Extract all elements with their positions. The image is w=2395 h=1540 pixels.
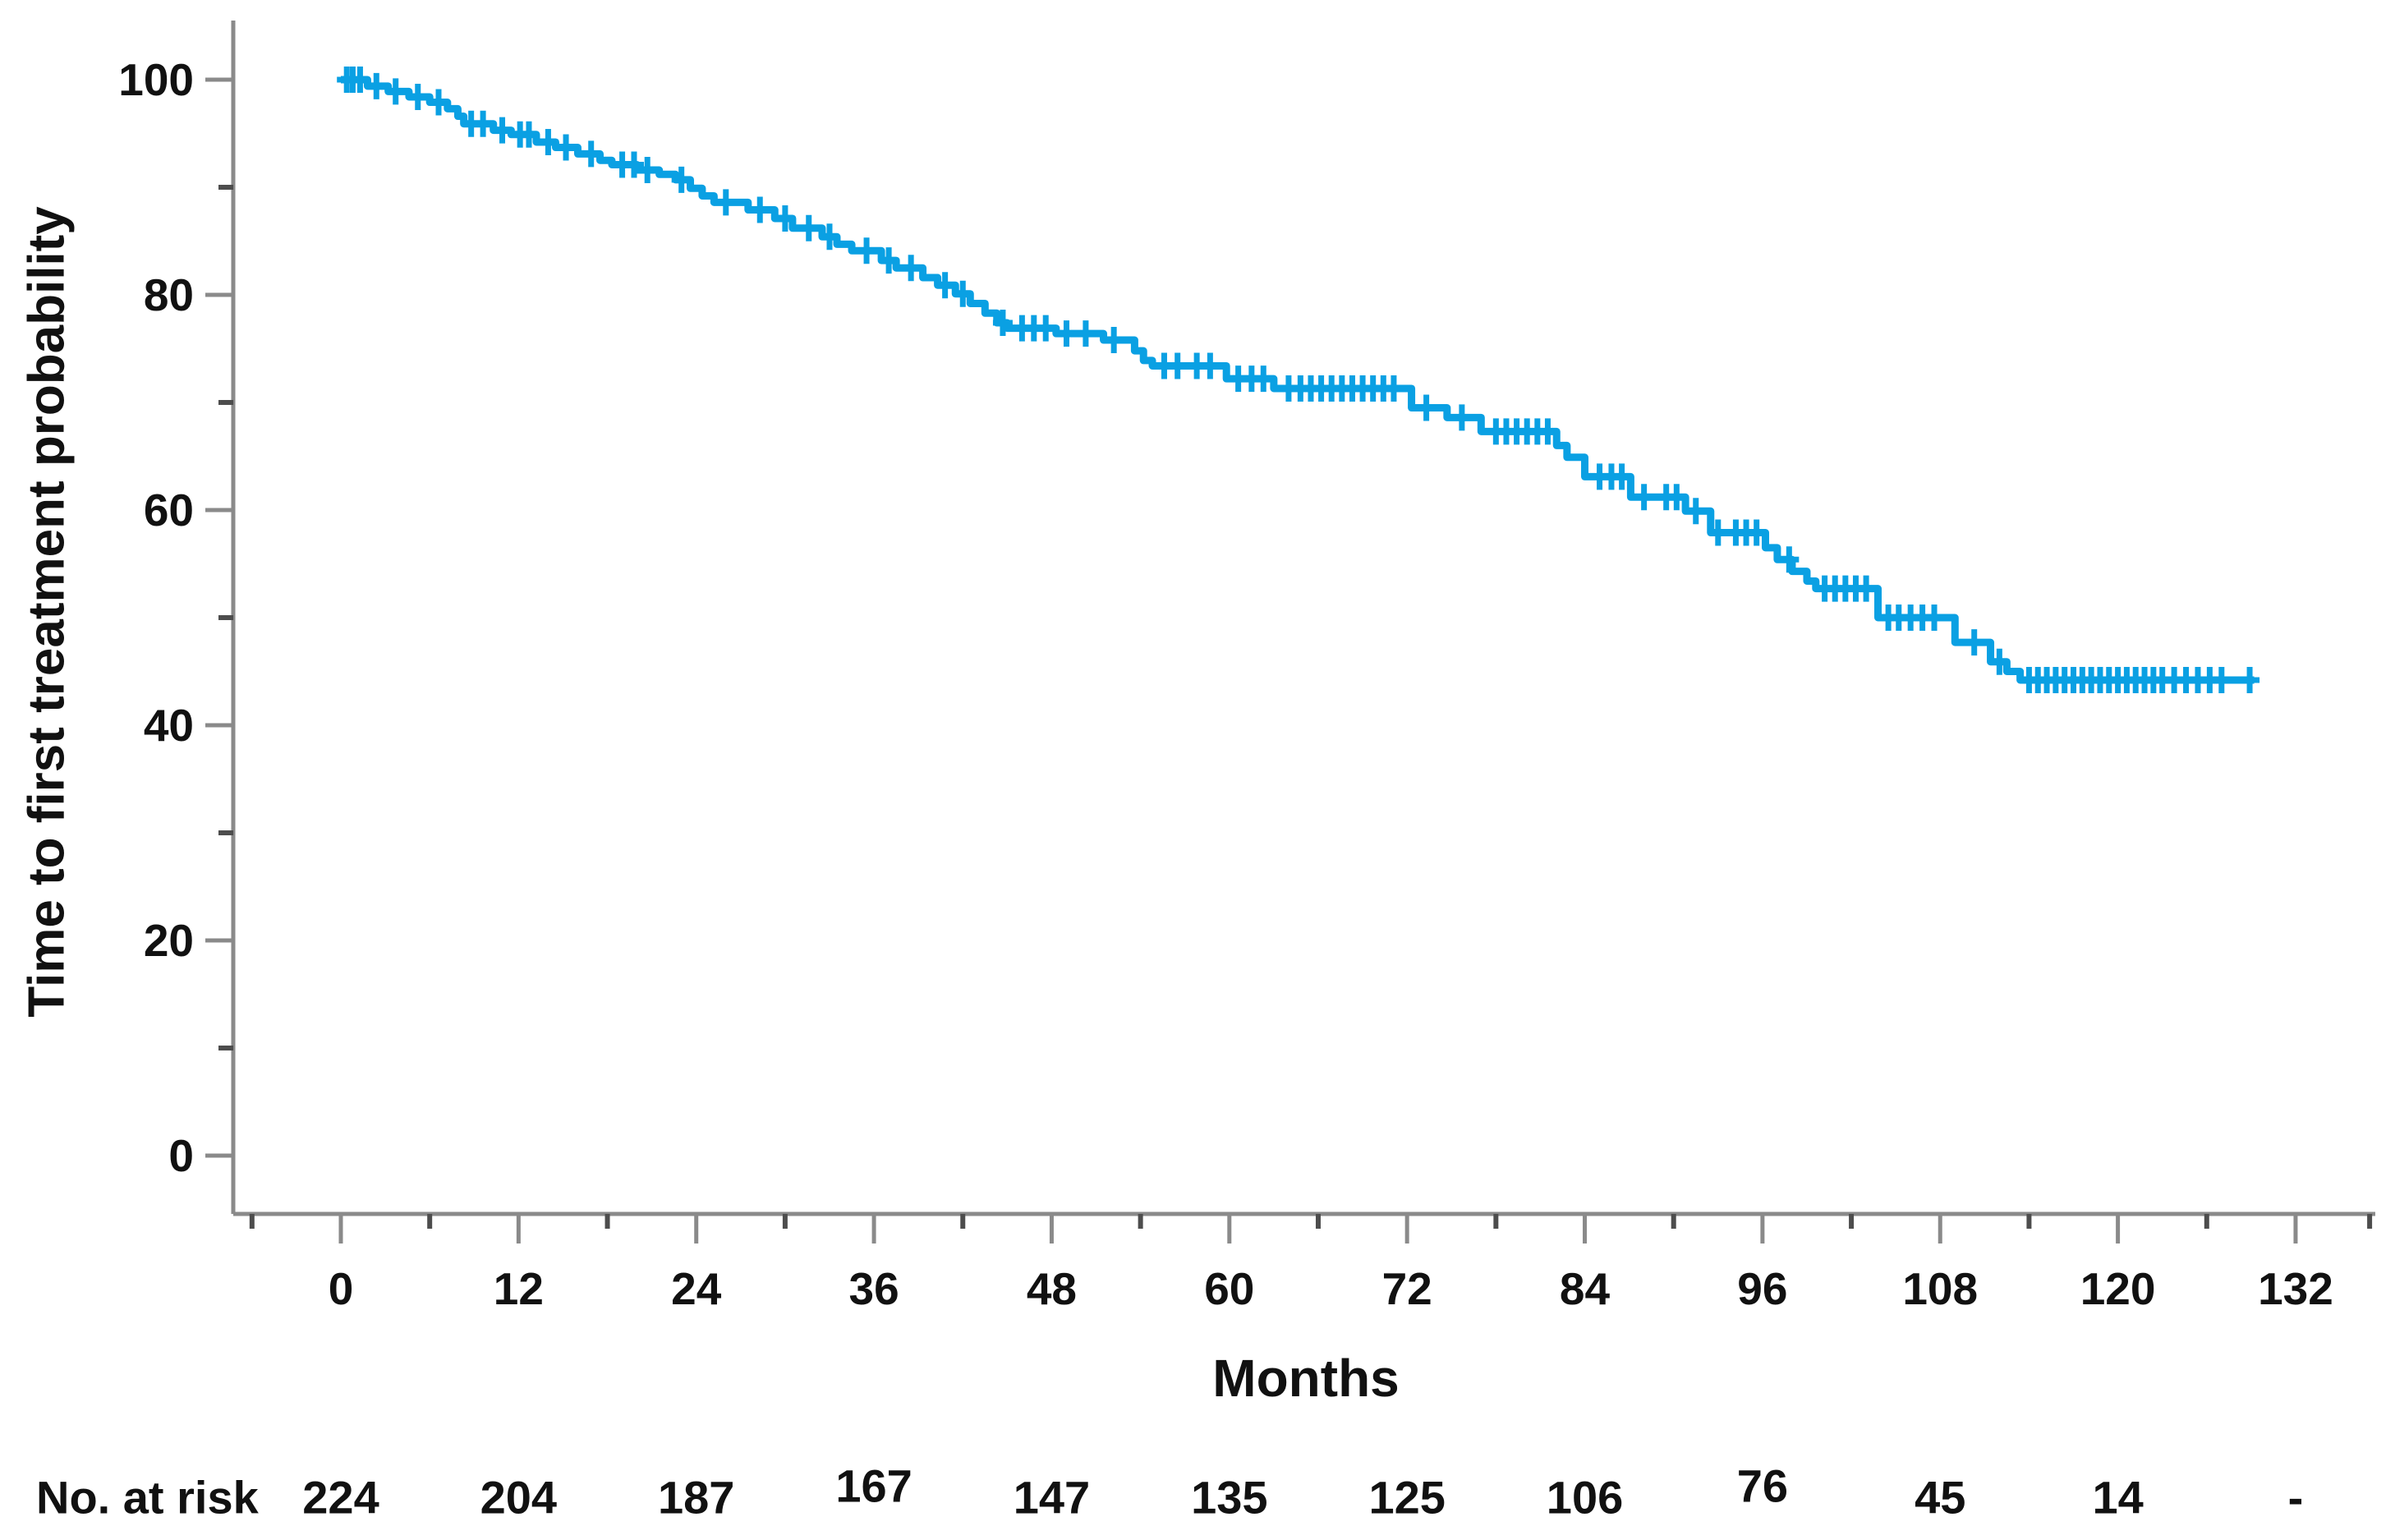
at-risk-value: 147 [1013, 1471, 1091, 1524]
y-tick-label: 100 [118, 54, 194, 105]
x-tick-label: 0 [329, 1263, 354, 1314]
at-risk-value: 45 [1915, 1471, 1966, 1524]
y-tick-label: 80 [144, 269, 194, 320]
at-risk-value: 224 [302, 1471, 379, 1524]
y-tick-label: 0 [168, 1130, 194, 1181]
x-tick-label: 132 [2258, 1263, 2333, 1314]
at-risk-value: 204 [480, 1471, 558, 1524]
at-risk-value: 14 [2092, 1471, 2144, 1524]
at-risk-value: 187 [658, 1471, 735, 1524]
at-risk-value: 125 [1368, 1471, 1446, 1524]
at-risk-value: 167 [835, 1460, 912, 1512]
x-tick-label: 72 [1382, 1263, 1432, 1314]
x-tick-label: 96 [1737, 1263, 1787, 1314]
at-risk-value: 76 [1736, 1460, 1789, 1512]
y-axis-title: Time to first treatment probability [18, 206, 76, 1018]
x-tick-label: 108 [1902, 1263, 1978, 1314]
x-axis-title: Months [1212, 1349, 1400, 1408]
x-tick-label: 24 [671, 1263, 722, 1314]
x-tick-label: 60 [1204, 1263, 1254, 1314]
x-tick-label: 84 [1560, 1263, 1611, 1314]
at-risk-value: - [2287, 1471, 2304, 1524]
y-tick-label: 60 [144, 485, 194, 536]
y-tick-label: 40 [144, 700, 194, 751]
x-tick-label: 120 [2080, 1263, 2156, 1314]
at-risk-label: No. at risk [36, 1471, 259, 1524]
at-risk-value: 135 [1191, 1471, 1268, 1524]
at-risk-value: 106 [1546, 1471, 1624, 1524]
km-curve [341, 76, 2255, 684]
x-tick-label: 48 [1027, 1263, 1077, 1314]
censor-marks [337, 67, 2260, 693]
y-tick-label: 20 [144, 915, 194, 966]
x-tick-label: 12 [494, 1263, 544, 1314]
x-tick-label: 36 [848, 1263, 899, 1314]
